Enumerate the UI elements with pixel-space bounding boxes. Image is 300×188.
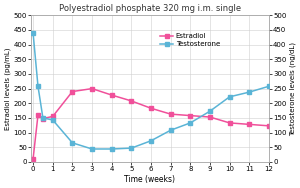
Testosterone [36, 85, 40, 87]
Y-axis label: Estradiol levels (pg/mL): Estradiol levels (pg/mL) [4, 47, 11, 130]
Testosterone [110, 148, 113, 150]
Testosterone [208, 110, 212, 112]
Estradiol [130, 100, 133, 102]
Testosterone [188, 122, 192, 124]
Estradiol [110, 94, 113, 96]
Title: Polyestradiol phosphate 320 mg i.m. single: Polyestradiol phosphate 320 mg i.m. sing… [59, 4, 241, 13]
Testosterone [90, 148, 94, 150]
Testosterone [41, 117, 45, 119]
Estradiol [228, 122, 231, 124]
Estradiol [248, 123, 251, 126]
Estradiol [36, 114, 40, 116]
X-axis label: Time (weeks): Time (weeks) [124, 175, 176, 184]
Estradiol [51, 115, 55, 118]
Testosterone [51, 119, 55, 121]
Estradiol [70, 90, 74, 93]
Line: Estradiol: Estradiol [31, 87, 271, 161]
Estradiol [169, 113, 172, 115]
Estradiol [208, 116, 212, 118]
Testosterone [228, 96, 231, 98]
Y-axis label: Testosterone levels (ng/dL): Testosterone levels (ng/dL) [289, 42, 296, 136]
Testosterone [248, 91, 251, 93]
Testosterone [267, 85, 271, 87]
Testosterone [149, 140, 153, 142]
Testosterone [169, 129, 172, 131]
Estradiol [188, 114, 192, 117]
Estradiol [149, 107, 153, 109]
Estradiol [41, 117, 45, 120]
Testosterone [31, 32, 35, 34]
Testosterone [70, 142, 74, 144]
Line: Testosterone: Testosterone [31, 31, 271, 151]
Estradiol [267, 125, 271, 127]
Testosterone [130, 147, 133, 149]
Estradiol [90, 87, 94, 90]
Estradiol [31, 158, 35, 160]
Legend: Estradiol, Testosterone: Estradiol, Testosterone [158, 30, 223, 50]
